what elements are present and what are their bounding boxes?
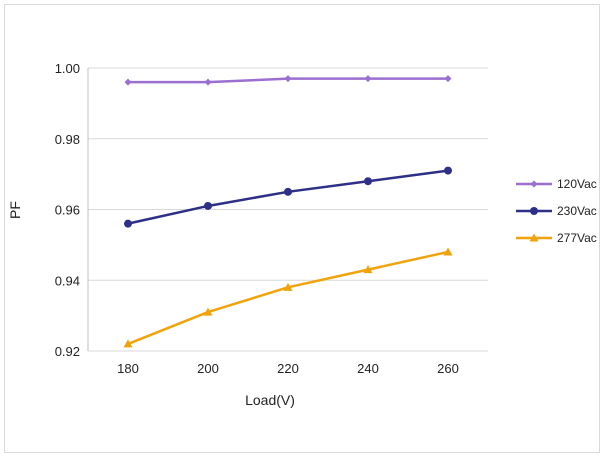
data-point-277Vac xyxy=(443,247,453,256)
x-axis-title: Load(V) xyxy=(245,392,295,408)
y-tick-label: 0.94 xyxy=(55,273,80,288)
data-point-230Vac xyxy=(444,166,452,175)
data-point-277Vac xyxy=(283,282,293,291)
data-point-230Vac xyxy=(364,177,372,186)
gridlines xyxy=(88,67,488,352)
data-point-120Vac xyxy=(204,78,212,86)
legend: 120Vac 230Vac 277Vac xyxy=(516,177,597,245)
x-tick-label: 220 xyxy=(277,361,299,376)
data-point-230Vac xyxy=(124,219,132,228)
axes: 0.92 0.94 0.96 0.98 1.00 180 200 220 240 260 xyxy=(55,61,459,376)
series-120Vac xyxy=(124,75,452,86)
series-line-230Vac xyxy=(127,169,449,225)
data-point-277Vac xyxy=(123,339,133,348)
x-tick-label: 180 xyxy=(117,361,139,376)
legend-item-120Vac: 120Vac xyxy=(516,177,597,191)
legend-marker xyxy=(529,233,539,242)
y-tick-label: 0.96 xyxy=(55,203,80,218)
x-tick-label: 200 xyxy=(197,361,219,376)
data-point-120Vac xyxy=(284,75,292,83)
data-point-120Vac xyxy=(444,75,452,83)
data-point-120Vac xyxy=(124,78,132,86)
data-point-120Vac xyxy=(364,75,372,83)
y-tick-label: 0.98 xyxy=(55,132,80,147)
data-point-230Vac xyxy=(204,201,212,210)
data-point-230Vac xyxy=(284,187,292,196)
y-tick-label: 1.00 xyxy=(55,61,80,76)
data-point-277Vac xyxy=(363,265,373,274)
legend-label: 277Vac xyxy=(557,231,597,245)
legend-item-230Vac: 230Vac xyxy=(516,204,597,218)
x-tick-label: 240 xyxy=(357,361,379,376)
legend-item-277Vac: 277Vac xyxy=(516,231,597,245)
legend-label: 230Vac xyxy=(557,204,597,218)
y-axis-title: PF xyxy=(7,201,23,219)
x-tick-label: 260 xyxy=(437,361,459,376)
legend-marker xyxy=(530,180,538,188)
series-230Vac xyxy=(124,166,452,228)
series-line-277Vac xyxy=(127,250,449,346)
legend-marker xyxy=(530,207,538,215)
series-group xyxy=(123,75,453,348)
data-point-277Vac xyxy=(203,307,213,316)
y-tick-label: 0.92 xyxy=(55,344,80,359)
legend-label: 120Vac xyxy=(557,177,597,191)
series-277Vac xyxy=(123,247,453,348)
